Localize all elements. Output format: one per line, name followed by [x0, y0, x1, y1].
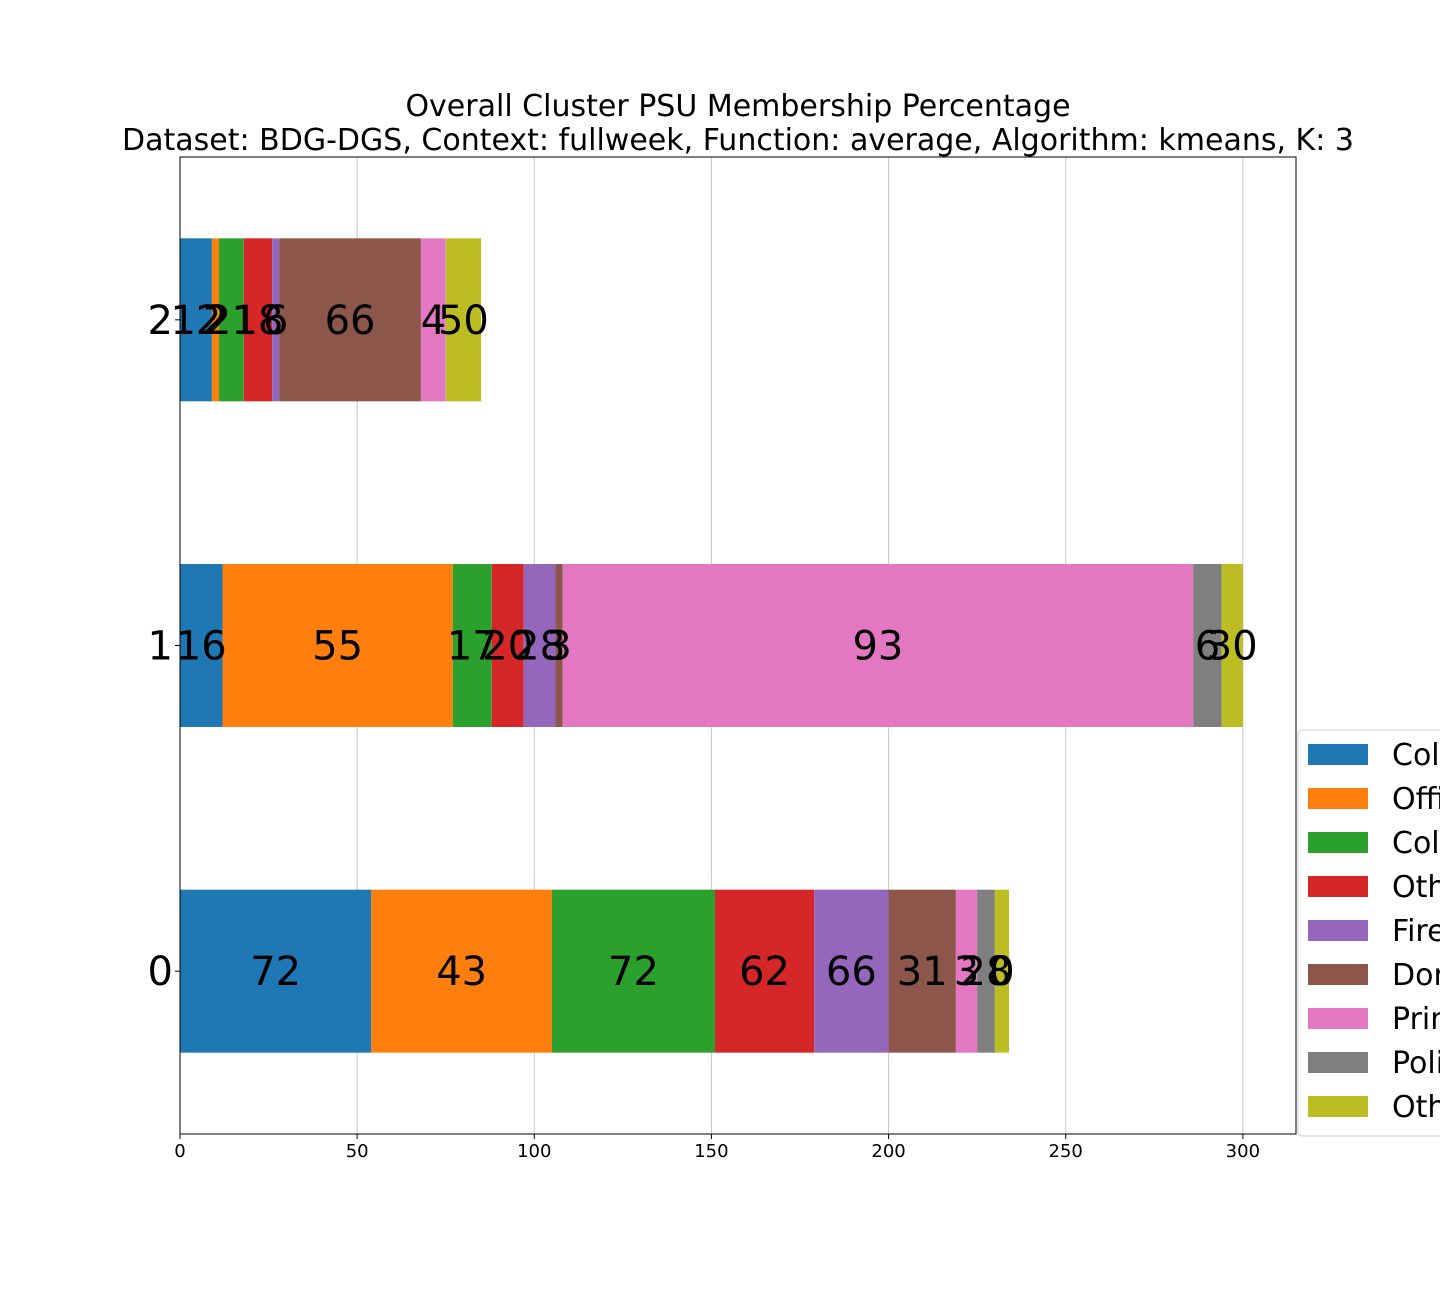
bar-value-label: 0: [989, 949, 1014, 995]
bar-value-label: 28: [961, 949, 1012, 995]
legend-swatch: [1308, 788, 1368, 809]
bar-segment: [955, 889, 978, 1053]
bar-segment: [218, 238, 244, 402]
legend-label: Oth: [1392, 1090, 1440, 1125]
legend-label: Offi: [1392, 782, 1440, 817]
bar-segment: [1193, 564, 1222, 727]
bar-value-label: 28: [514, 624, 565, 670]
bar-segment: [243, 238, 273, 402]
bar-value-label: 30: [1207, 624, 1258, 670]
bar-segment: [222, 564, 453, 727]
bar-value-label: 20: [482, 624, 533, 670]
legend-label: Col: [1392, 826, 1440, 861]
y-tick-label: 1: [148, 624, 173, 670]
bar-segment: [279, 238, 421, 402]
x-tick-label: 100: [517, 1141, 551, 1162]
bar-value-label: 72: [608, 949, 659, 995]
bar-segment: [523, 564, 556, 727]
legend-swatch: [1308, 876, 1368, 897]
x-axis-ticks: 0 50 100 150 200 250 300: [174, 1134, 1260, 1162]
legend-swatch: [1308, 964, 1368, 985]
bar-value-label: 3: [954, 949, 979, 995]
bar-segment: [180, 564, 223, 727]
legend-swatch: [1308, 832, 1368, 853]
legend-swatch: [1308, 1096, 1368, 1117]
bar-segment: [371, 889, 552, 1053]
y-tick-label: 2: [148, 298, 173, 344]
legend-label: Poli: [1392, 1046, 1440, 1081]
bar-segment: [445, 238, 482, 402]
bar-labels-group: 7216124355272172162201866286313663934286…: [170, 298, 1257, 995]
legend-box: [1297, 729, 1440, 1137]
bar-value-label: 2: [203, 298, 228, 344]
bar-segment: [555, 564, 563, 727]
x-tick-label: 50: [346, 1141, 369, 1162]
bar-value-label: 43: [436, 949, 487, 995]
bar-value-label: 72: [250, 949, 301, 995]
bar-segment: [814, 889, 889, 1053]
bar-segment: [714, 889, 815, 1053]
bar-segment: [1221, 564, 1243, 727]
x-tick-label: 250: [1049, 1141, 1083, 1162]
bar-segment: [452, 564, 492, 727]
chart-title: Overall Cluster PSU Membership Percentag…: [405, 89, 1070, 124]
bar-segment: [491, 564, 524, 727]
bar-segment: [180, 889, 372, 1053]
bar-value-label: 17: [447, 624, 498, 670]
legend: Col Offi Col Oth Fire Dor Prin Poli Oth: [1297, 729, 1440, 1137]
bar-value-label: 16: [176, 624, 227, 670]
bar-segment: [180, 238, 212, 402]
legend-label: Prin: [1392, 1002, 1440, 1037]
bar-value-label: 93: [852, 624, 903, 670]
bar-value-label: 21: [206, 298, 257, 344]
x-tick-label: 150: [694, 1141, 728, 1162]
bar-segment: [562, 564, 1194, 727]
bar-value-label: 66: [325, 298, 376, 344]
legend-swatch: [1308, 920, 1368, 941]
bar-value-label: 55: [312, 624, 363, 670]
legend-label: Dor: [1392, 958, 1440, 993]
bar-segment: [420, 238, 446, 402]
bar-segment: [552, 889, 715, 1053]
bar-value-label: 4: [421, 298, 446, 344]
bar-value-label: 3: [546, 624, 571, 670]
legend-swatch: [1308, 1052, 1368, 1073]
bar-value-label: 31: [897, 949, 948, 995]
x-tick-label: 0: [174, 1141, 185, 1162]
bars-group: [180, 238, 1243, 1053]
bar-value-label: 12: [170, 298, 221, 344]
y-tick-label: 0: [148, 949, 173, 995]
bar-value-label: 6: [263, 298, 288, 344]
legend-label: Oth: [1392, 870, 1440, 905]
legend-swatch: [1308, 744, 1368, 765]
chart-subtitle: Dataset: BDG-DGS, Context: fullweek, Fun…: [122, 123, 1354, 158]
x-tick-label: 200: [871, 1141, 905, 1162]
x-tick-label: 300: [1226, 1141, 1260, 1162]
legend-label: Fire: [1392, 914, 1440, 949]
legend-label: Col: [1392, 738, 1440, 773]
bar-segment: [977, 889, 995, 1053]
bar-value-label: 50: [438, 298, 489, 344]
legend-swatch: [1308, 1008, 1368, 1029]
bar-value-label: 66: [826, 949, 877, 995]
bar-value-label: 6: [1195, 624, 1220, 670]
bar-value-label: 18: [232, 298, 283, 344]
y-axis-ticks: 0 1 2: [148, 298, 180, 995]
bar-segment: [211, 238, 219, 402]
bar-segment: [994, 889, 1010, 1053]
bar-segment: [888, 889, 956, 1053]
bar-segment: [272, 238, 280, 402]
bar-value-label: 62: [739, 949, 790, 995]
